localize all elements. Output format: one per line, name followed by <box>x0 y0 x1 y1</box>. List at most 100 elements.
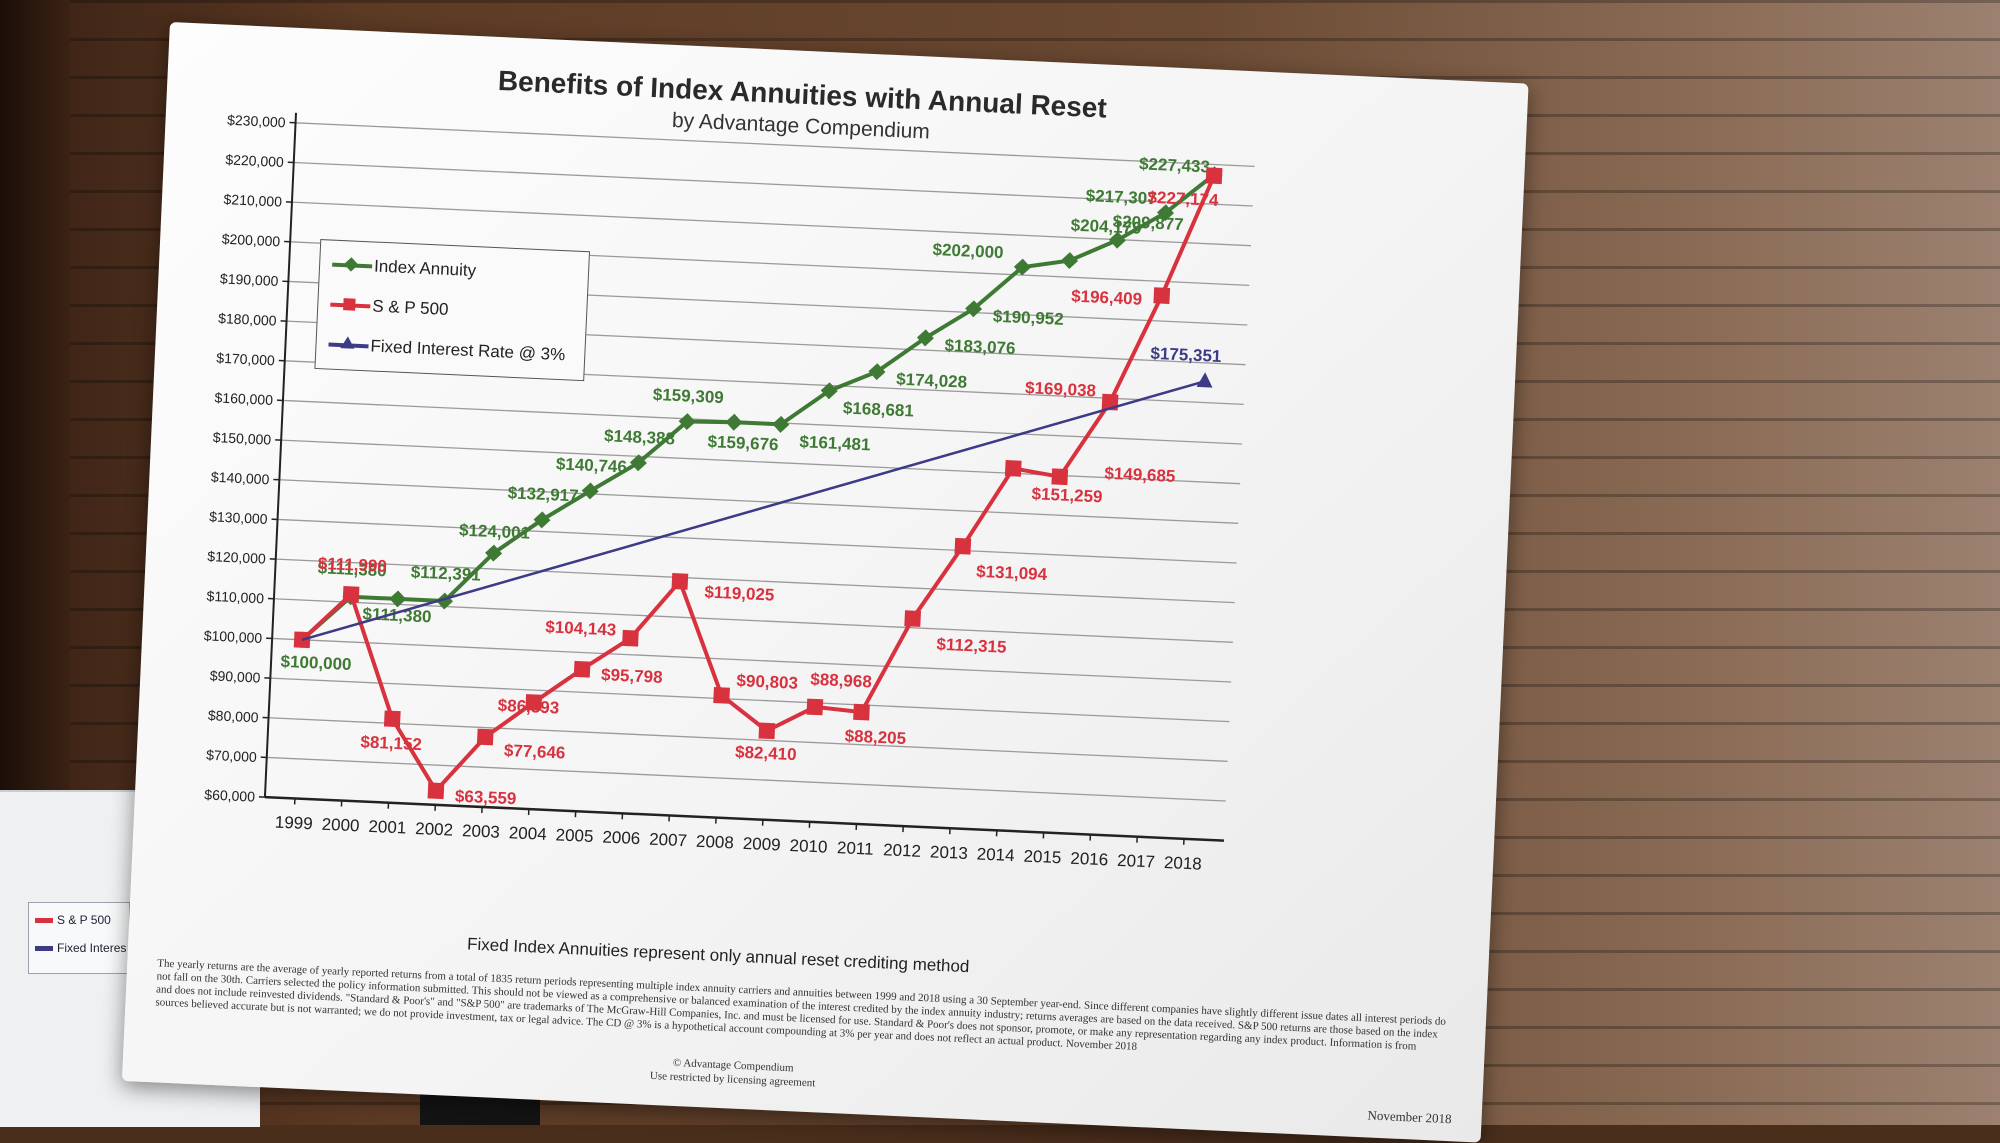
y-tick-label: $130,000 <box>209 508 268 527</box>
index-annuity-point <box>726 414 743 431</box>
x-tick-label: 2013 <box>930 842 969 863</box>
square-marker-icon <box>343 298 356 311</box>
sp500-point <box>428 782 445 799</box>
background-legend: S & P 500 Fixed Interes <box>28 902 130 974</box>
y-tick-label: $140,000 <box>211 469 270 488</box>
triangle-marker-icon <box>340 336 355 349</box>
data-label: $151,259 <box>1031 484 1103 506</box>
x-tick-label: 2011 <box>837 838 874 859</box>
y-tick-label: $200,000 <box>221 231 280 250</box>
y-tick-label: $60,000 <box>204 786 255 804</box>
legend-item-index-annuity: Index Annuity <box>332 255 477 282</box>
data-label: $88,968 <box>810 670 872 692</box>
red-swatch-icon <box>35 918 53 923</box>
legend-item-fixed-interest: Fixed Interest Rate @ 3% <box>328 335 566 366</box>
data-label: $148,388 <box>604 426 676 448</box>
data-label: $124,001 <box>459 521 531 543</box>
data-label: $90,803 <box>736 671 798 693</box>
x-tick-label: 2007 <box>649 830 688 851</box>
x-tick-label: 2006 <box>602 827 641 848</box>
x-tick-label: 2018 <box>1164 853 1203 874</box>
x-tick-label: 2002 <box>415 819 454 840</box>
data-label: $104,143 <box>545 617 617 639</box>
dark-wall-edge <box>0 0 70 830</box>
sp500-point <box>477 729 494 746</box>
gridline <box>278 519 1237 563</box>
sp500-point <box>574 661 591 678</box>
x-tick-label: 2000 <box>321 815 360 836</box>
x-tick-label: 2014 <box>976 844 1015 865</box>
data-label: $183,076 <box>944 336 1016 358</box>
data-label: $227,433 <box>1139 154 1211 176</box>
legend-label: Fixed Interest Rate @ 3% <box>370 336 566 365</box>
data-label: $100,000 <box>280 652 352 674</box>
disclaimer-text: The yearly returns are the average of ye… <box>155 957 1446 1067</box>
data-label: $63,559 <box>455 787 517 809</box>
y-tick-label: $150,000 <box>212 429 271 448</box>
legend-line-icon <box>330 303 370 309</box>
background-legend-label: S & P 500 <box>57 913 111 927</box>
x-tick-label: 2009 <box>742 834 781 855</box>
x-tick-label: 1999 <box>274 813 313 834</box>
y-tick-label: $100,000 <box>203 627 262 646</box>
data-label: $190,952 <box>992 307 1064 329</box>
x-tick-label: 2017 <box>1117 851 1156 872</box>
data-label: $81,152 <box>360 732 422 754</box>
x-tick-label: 2005 <box>555 825 594 846</box>
data-label: $82,410 <box>735 742 797 764</box>
data-label: $119,025 <box>704 582 775 604</box>
sp500-point <box>384 710 401 727</box>
data-label: $111,990 <box>317 554 387 576</box>
chart-legend: Index Annuity S & P 500 Fixed Interest R… <box>314 239 590 381</box>
data-label: $132,917 <box>507 483 579 505</box>
data-label: $227,174 <box>1147 188 1219 210</box>
x-tick-label: 2008 <box>696 832 735 853</box>
data-label: $159,676 <box>707 432 779 454</box>
background-legend-label: Fixed Interes <box>57 941 126 955</box>
data-label: $88,205 <box>844 726 906 748</box>
data-label: $159,309 <box>652 385 724 407</box>
x-tick-label: 2001 <box>368 817 407 838</box>
data-label: $196,409 <box>1071 287 1143 309</box>
chart-poster: Benefits of Index Annuities with Annual … <box>122 22 1529 1143</box>
sp500-point <box>1206 167 1223 184</box>
y-tick-label: $70,000 <box>206 747 257 765</box>
sp500-point <box>954 538 971 555</box>
background-legend-item: Fixed Interes <box>35 941 126 955</box>
x-tick-label: 2015 <box>1023 847 1062 868</box>
index-annuity-point <box>1061 252 1078 269</box>
x-tick-label: 2016 <box>1070 849 1109 870</box>
x-tick-label: 2003 <box>462 821 501 842</box>
sp500-point <box>807 699 824 716</box>
y-tick-label: $110,000 <box>206 588 264 607</box>
background-legend-item: S & P 500 <box>35 913 111 927</box>
data-label: $202,000 <box>932 240 1004 262</box>
data-label: $77,646 <box>504 741 566 763</box>
sp500-point <box>1153 287 1170 304</box>
gridline <box>296 123 1255 167</box>
blue-swatch-icon <box>35 946 53 951</box>
line-chart: $60,000$70,000$80,000$90,000$100,000$110… <box>129 22 1528 983</box>
y-axis <box>265 113 296 797</box>
y-tick-label: $230,000 <box>227 112 286 131</box>
data-label: $112,315 <box>936 635 1007 657</box>
sp500-point <box>1051 468 1068 485</box>
data-label: $95,798 <box>601 665 663 687</box>
y-tick-label: $120,000 <box>207 548 266 567</box>
gridline <box>267 757 1226 801</box>
x-tick-label: 2012 <box>883 840 922 861</box>
sp500-point <box>622 630 639 647</box>
y-tick-label: $160,000 <box>214 389 273 408</box>
sp500-point <box>1005 460 1022 477</box>
sp500-point <box>672 573 689 590</box>
y-tick-label: $180,000 <box>218 310 277 329</box>
data-label: $169,038 <box>1025 378 1097 400</box>
y-tick-label: $190,000 <box>220 270 279 289</box>
data-label: $140,746 <box>556 454 628 476</box>
fixed-interest-point <box>1197 372 1214 388</box>
y-tick-label: $90,000 <box>209 667 260 685</box>
data-label: $175,351 <box>1150 344 1222 366</box>
data-label: $111,380 <box>362 604 432 626</box>
data-label: $168,681 <box>843 398 915 420</box>
y-tick-label: $170,000 <box>216 350 275 369</box>
